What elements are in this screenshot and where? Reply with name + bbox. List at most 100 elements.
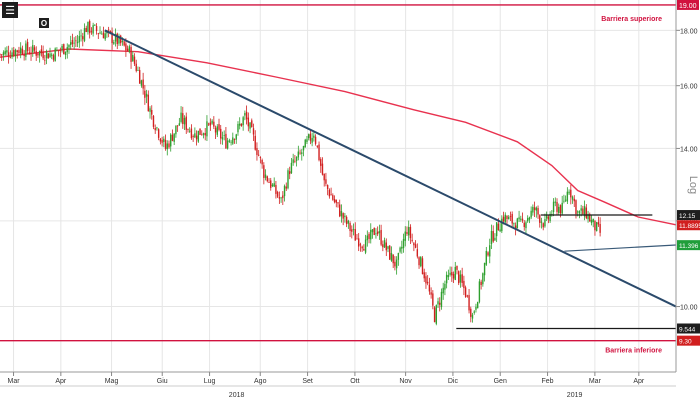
candle-body <box>102 32 105 39</box>
label-layer: Barriera superiore 19.00 Barriera inferior… <box>601 0 700 355</box>
candle-body <box>387 246 389 249</box>
candle-body <box>247 117 250 127</box>
candle-body <box>314 136 317 144</box>
candle-body <box>420 256 422 267</box>
x-tick-label: Set <box>302 378 313 385</box>
candle-body <box>37 53 39 56</box>
candle-body <box>149 108 151 112</box>
candle-body <box>259 157 262 158</box>
candle-body <box>176 125 179 127</box>
candle-body <box>83 28 86 41</box>
candle-body <box>4 50 6 55</box>
candle-body <box>444 283 446 290</box>
candle-body <box>426 281 429 284</box>
candle-body <box>2 52 5 56</box>
candle-body <box>456 265 458 270</box>
x-tick-label: Mag <box>105 378 119 385</box>
candle-body <box>551 214 553 215</box>
candle-body <box>502 216 505 222</box>
menu-icon: ☰ <box>5 5 15 17</box>
candle-body <box>264 174 267 178</box>
trendlines-layer <box>0 4 677 342</box>
candle-body <box>333 199 336 203</box>
candle-body <box>182 113 184 124</box>
candle-body <box>287 170 289 189</box>
candle-body <box>151 110 153 115</box>
candle-body <box>509 216 512 217</box>
candle-body <box>570 189 572 198</box>
candle-body <box>323 173 325 181</box>
candle-body <box>157 129 160 138</box>
candle-body <box>71 39 74 45</box>
candle-body <box>161 140 163 143</box>
candle-body <box>528 217 531 220</box>
y-tick-label: 18.00 <box>680 28 698 35</box>
candle-body <box>88 21 91 34</box>
candle-body <box>173 133 175 142</box>
candle-body <box>61 45 63 50</box>
candle-body <box>468 295 470 311</box>
candle-body <box>406 232 408 234</box>
candle-body <box>390 253 393 261</box>
candle-body <box>202 133 205 135</box>
candle-body <box>357 238 360 247</box>
candle-body <box>566 191 569 202</box>
candle-body <box>120 35 122 44</box>
candle-body <box>63 44 65 55</box>
menu-button[interactable]: ☰ <box>2 2 18 18</box>
candle-body <box>40 49 43 54</box>
candle-body <box>45 51 48 59</box>
candle-body <box>232 137 234 144</box>
candle-body <box>78 36 81 43</box>
candle-body <box>107 29 110 31</box>
candle-body <box>87 21 89 32</box>
candle-body <box>521 218 524 221</box>
candle-body <box>76 41 79 44</box>
candle-body <box>378 231 381 234</box>
candle-body <box>382 244 384 248</box>
candle-body <box>66 47 68 53</box>
candle-body <box>351 229 353 232</box>
candle-body <box>304 139 306 148</box>
candle-body <box>316 145 319 147</box>
candle-body <box>433 307 436 323</box>
barrier-top-tag-bg <box>677 0 699 10</box>
candle-body <box>530 210 532 218</box>
candle-body <box>171 134 174 141</box>
candle-body <box>197 130 200 142</box>
candle-body <box>221 137 224 140</box>
options-button[interactable]: O <box>39 18 49 28</box>
candle-body <box>1 54 3 56</box>
candle-body <box>309 133 312 141</box>
candle-body <box>35 51 37 56</box>
candle-body <box>549 213 551 222</box>
x-tick-label: Dic <box>448 378 459 385</box>
candle-body <box>256 148 258 155</box>
candle-body <box>239 123 241 126</box>
candle-body <box>583 206 586 217</box>
candle-body <box>342 213 344 219</box>
moving-average-line <box>0 48 677 226</box>
candle-body <box>270 180 272 188</box>
candle-body <box>188 130 191 132</box>
candle-body <box>475 306 477 310</box>
candle-body <box>133 56 136 64</box>
candle-body <box>578 211 581 214</box>
candle-body <box>289 171 291 175</box>
candle-body <box>271 184 274 187</box>
candle-body <box>487 252 489 256</box>
candle-body <box>183 117 186 125</box>
candle-body <box>97 33 99 35</box>
candle-body <box>352 229 355 230</box>
candle-body <box>95 25 98 32</box>
candle-body <box>213 121 215 127</box>
candle-body <box>561 202 563 214</box>
candle-body <box>544 219 546 227</box>
candle-body <box>19 47 22 54</box>
candle-body <box>428 284 431 292</box>
candle-body <box>445 274 448 284</box>
candle-body <box>113 42 115 44</box>
candle-body <box>568 191 570 194</box>
